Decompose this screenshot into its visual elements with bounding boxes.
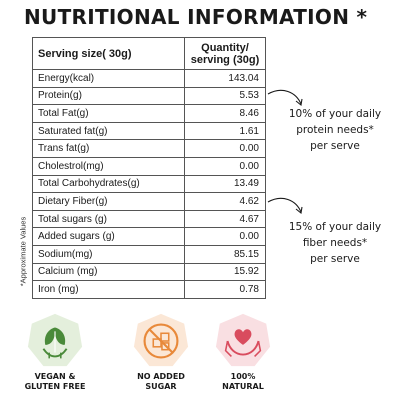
fiber-arrow-icon bbox=[267, 197, 302, 213]
badge-natural: 100% NATURAL bbox=[203, 312, 283, 392]
badge-natural-line1: 100% bbox=[230, 372, 256, 381]
table-row: Total sugars (g) 4.67 bbox=[32, 209, 266, 229]
fiber-callout-line1: 15% of your daily bbox=[288, 221, 382, 233]
fiber-callout-line3: per serve bbox=[310, 253, 360, 265]
badge-vegan-line2: GLUTEN FREE bbox=[24, 382, 86, 391]
row-value: 8.46 bbox=[184, 104, 266, 123]
heart-hands-icon bbox=[215, 313, 271, 367]
nutrition-table: Serving size( 30g) Quantity/ serving (30… bbox=[32, 37, 266, 299]
table-row: Cholestrol(mg) 0.00 bbox=[32, 156, 266, 176]
badge-vegan-label: VEGAN & GLUTEN FREE bbox=[15, 372, 95, 392]
protein-callout: 10% of your daily protein needs* per ser… bbox=[270, 106, 400, 154]
protein-callout-line1: 10% of your daily bbox=[288, 108, 382, 120]
header-quantity: Quantity/ serving (30g) bbox=[184, 37, 266, 70]
badge-sugar-line2: SUGAR bbox=[145, 382, 177, 391]
table-row: Calcium (mg) 15.92 bbox=[32, 262, 266, 282]
table-row: Protein(g) 5.53 bbox=[32, 86, 266, 106]
protein-arrow-icon bbox=[267, 89, 302, 105]
badge-no-added-sugar: NO ADDED SUGAR bbox=[121, 312, 201, 392]
badge-vegan-line1: VEGAN & bbox=[34, 372, 76, 381]
table-row: Total Carbohydrates(g) 13.49 bbox=[32, 174, 266, 194]
protein-callout-line3: per serve bbox=[310, 140, 360, 152]
protein-callout-line2: protein needs* bbox=[296, 124, 374, 136]
fiber-arrowhead-icon bbox=[295, 206, 303, 215]
row-label: Iron (mg) bbox=[32, 280, 185, 299]
vegan-leaf-icon bbox=[27, 313, 83, 367]
header-quantity-line2: serving (30g) bbox=[190, 53, 260, 66]
header-quantity-line1: Quantity/ bbox=[201, 41, 249, 54]
table-row: Total Fat(g) 8.46 bbox=[32, 104, 266, 123]
badge-natural-line2: NATURAL bbox=[222, 382, 264, 391]
table-row: Iron (mg) 0.78 bbox=[32, 280, 266, 299]
row-value: 0.78 bbox=[184, 280, 266, 299]
table-header-row: Serving size( 30g) Quantity/ serving (30… bbox=[32, 37, 266, 70]
badge-vegan-gluten-free: VEGAN & GLUTEN FREE bbox=[15, 312, 95, 392]
no-sugar-icon bbox=[133, 313, 189, 367]
row-value: 13.49 bbox=[184, 174, 266, 194]
protein-arrowhead-icon bbox=[295, 98, 303, 107]
fiber-callout: 15% of your daily fiber needs* per serve bbox=[270, 219, 400, 267]
page-title: NUTRITIONAL INFORMATION * bbox=[24, 5, 368, 29]
table-row: Trans fat(g) 0.00 bbox=[32, 139, 266, 158]
table-row: Added sugars (g) 0.00 bbox=[32, 227, 266, 246]
badge-sugar-line1: NO ADDED bbox=[137, 372, 185, 381]
badge-natural-label: 100% NATURAL bbox=[203, 372, 283, 392]
header-serving-size: Serving size( 30g) bbox=[32, 37, 185, 70]
fiber-callout-line2: fiber needs* bbox=[302, 237, 368, 249]
badge-sugar-label: NO ADDED SUGAR bbox=[121, 372, 201, 392]
